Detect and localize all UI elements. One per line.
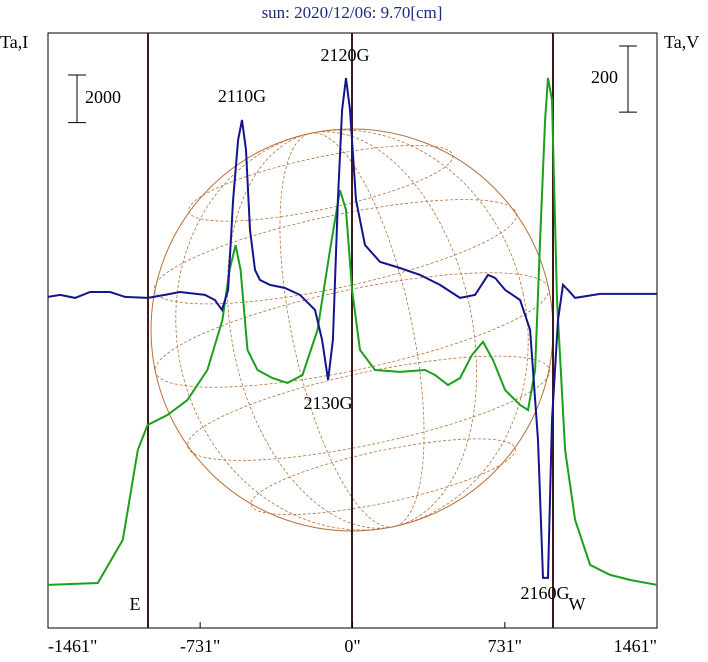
x-tick-label: 731" — [488, 636, 522, 656]
scale-bar-label: 200 — [591, 67, 618, 87]
x-tick-label: 0" — [344, 636, 360, 656]
annotation: E — [130, 594, 141, 614]
chart-title: sun: 2020/12/06: 9.70[cm] — [262, 3, 443, 22]
series-line — [47, 77, 657, 579]
annotation: 2160G — [521, 583, 570, 603]
series-line — [47, 77, 658, 586]
annotation: 2130G — [304, 393, 353, 413]
y2-axis-label: Ta,V — [664, 32, 699, 52]
y-axis-label: Ta,I — [0, 32, 28, 52]
scale-bar-label: 2000 — [85, 87, 121, 107]
x-tick-label: 1461" — [614, 636, 657, 656]
annotation: 2120G — [321, 45, 370, 65]
annotation: W — [569, 594, 586, 614]
x-tick-label: -731" — [180, 636, 220, 656]
annotation: 2110G — [218, 86, 266, 106]
x-tick-label: -1461" — [48, 636, 97, 656]
